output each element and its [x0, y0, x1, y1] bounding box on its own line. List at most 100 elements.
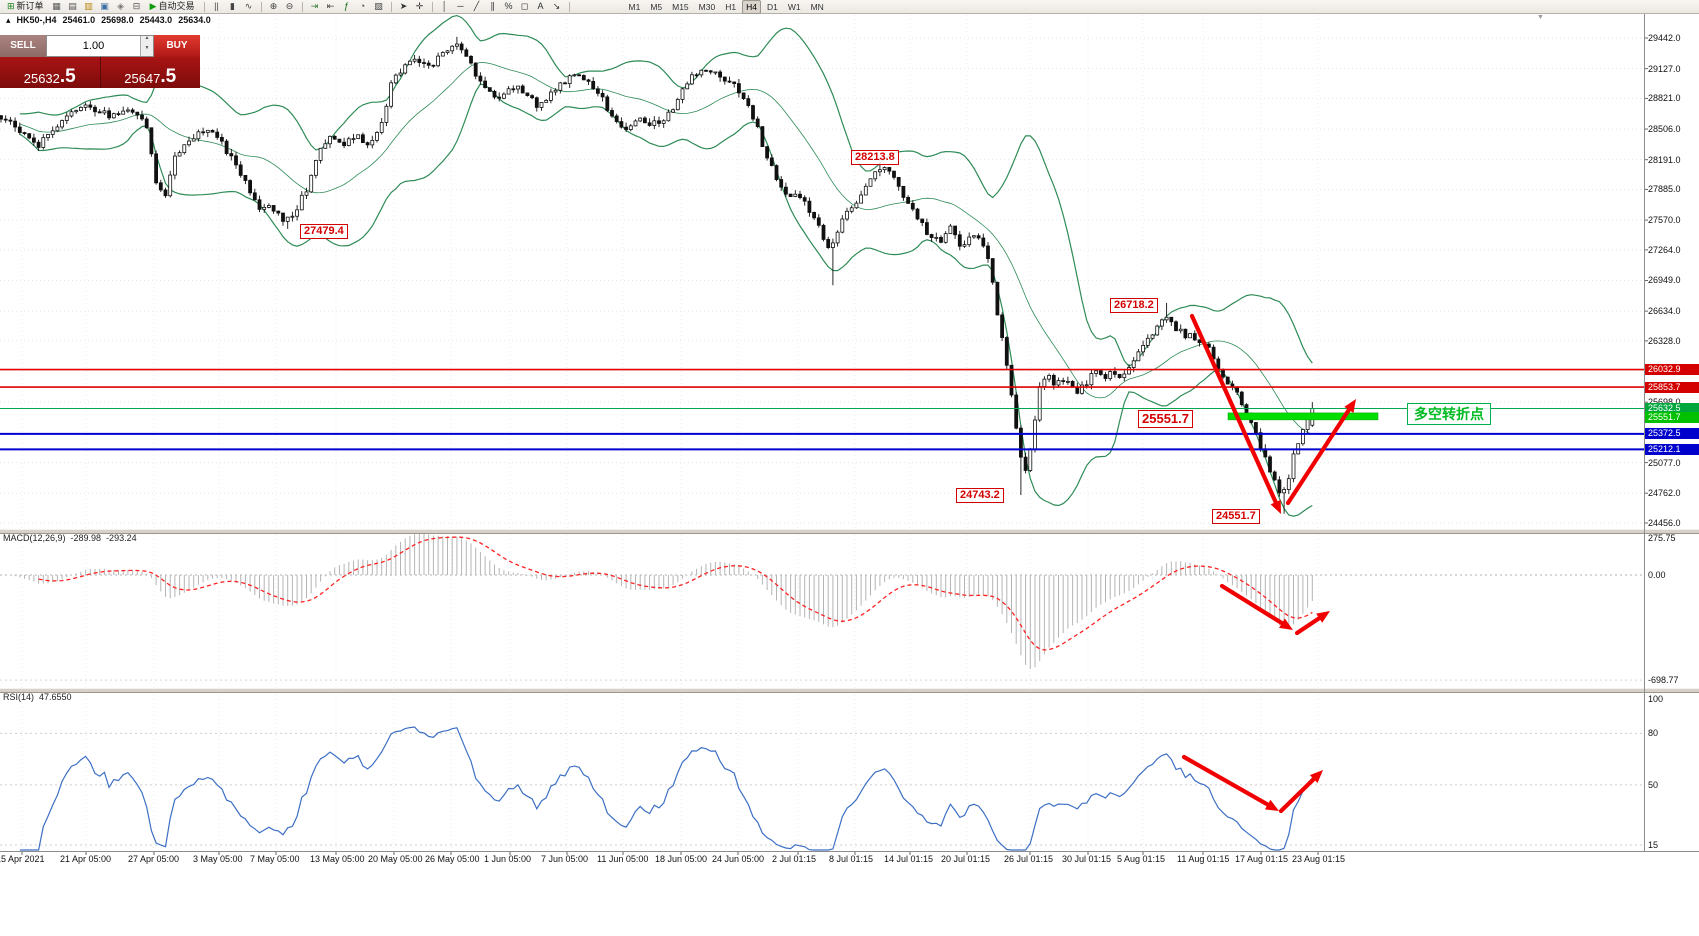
rsi-axis-tick: 100 [1648, 694, 1664, 704]
new-order-button-label: 新订单 [16, 1, 44, 11]
profiles-icon[interactable]: ▤ [66, 0, 80, 13]
price-axis-tick: 25077.0 [1648, 457, 1681, 468]
templates-icon[interactable]: ▨ [372, 0, 386, 13]
candlestick-icon[interactable]: ▮ [226, 0, 240, 13]
sell-price-main: 25632 [23, 71, 60, 86]
crosshair-icon[interactable]: ✛ [413, 0, 427, 13]
sell-price-button[interactable]: 25632 .5 [0, 57, 100, 88]
timeframe-mn[interactable]: MN [810, 1, 824, 12]
axis-price-badge: 25632.5 [1645, 403, 1699, 414]
timeframe-d1[interactable]: D1 [766, 1, 778, 12]
zoom-in-icon[interactable]: ⊕ [267, 0, 281, 13]
volume-down-icon[interactable]: ▼ [141, 46, 153, 56]
new-order-button[interactable]: ⊞ 新订单 [3, 0, 48, 13]
timeframe-m15[interactable]: M15 [672, 1, 689, 12]
autotrading-button[interactable]: ▶ 自动交易 [146, 0, 199, 13]
bar-chart-icon[interactable]: || [210, 0, 224, 13]
chart-shift-marker-icon: ▼ [1537, 14, 1544, 21]
periods-icon: ◔ [359, 1, 366, 11]
price-annotation[interactable]: 24551.7 [1212, 509, 1260, 524]
toolbar-separator [260, 1, 262, 12]
vertical-line-icon[interactable]: │ [438, 0, 452, 13]
price-axis-tick: 27885.0 [1648, 184, 1681, 195]
auto-scroll-icon[interactable]: ⇥ [308, 0, 322, 13]
time-axis-label: 11 Jun 05:00 [597, 854, 649, 864]
timeframe-h4[interactable]: H4 [742, 0, 761, 14]
horizontal-line-icon[interactable]: ─ [454, 0, 468, 13]
panel-separator[interactable] [0, 529, 1699, 534]
timeframe-w1[interactable]: W1 [787, 1, 801, 12]
trendline-icon: ╱ [473, 1, 480, 11]
vertical-line-icon: │ [441, 1, 448, 11]
time-axis-label: 20 Jul 01:15 [941, 854, 991, 864]
volume-input[interactable] [47, 36, 140, 56]
zoom-out-icon: ⊖ [285, 1, 294, 11]
arrows-tool-icon[interactable]: ↘ [550, 0, 564, 13]
fibonacci-icon: % [504, 1, 513, 11]
autotrading-button-label: 自动交易 [158, 1, 195, 11]
price-annotation[interactable]: 25551.7 [1138, 410, 1193, 428]
timeframe-m5[interactable]: M5 [650, 1, 663, 12]
terminal-icon[interactable]: ⊟ [130, 0, 144, 13]
macd-indicator-label: MACD(12,26,9) -289.98 -293.24 [3, 533, 137, 543]
cursor-icon[interactable]: ➤ [397, 0, 411, 13]
ohlc-close: 25634.0 [178, 15, 211, 25]
timeframe-m1[interactable]: M1 [628, 1, 641, 12]
profiles-icon: ▤ [68, 1, 77, 11]
data-window-icon[interactable]: ▣ [98, 0, 112, 13]
axis-price-badge: 26032.9 [1645, 364, 1699, 375]
macd-axis-tick: 275.75 [1648, 533, 1676, 543]
price-annotation[interactable]: 24743.2 [956, 488, 1004, 503]
shapes-icon[interactable]: ◻ [518, 0, 532, 13]
periods-icon[interactable]: ◔ [356, 0, 370, 13]
zoom-out-icon[interactable]: ⊖ [283, 0, 297, 13]
ohlc-high: 25698.0 [101, 15, 134, 25]
indicators-icon[interactable]: ƒ [340, 0, 354, 13]
market-watch-icon[interactable]: ▥ [82, 0, 96, 13]
price-axis-tick: 24456.0 [1648, 517, 1681, 528]
autotrading-icon: ▶ [149, 1, 157, 11]
navigator-icon: ◈ [117, 1, 125, 11]
navigator-icon[interactable]: ◈ [114, 0, 128, 13]
trendline-icon[interactable]: ╱ [470, 0, 484, 13]
arrows-tool-icon: ↘ [552, 1, 561, 11]
price-axis-tick: 26949.0 [1648, 275, 1681, 286]
macd-axis-tick: -698.77 [1648, 675, 1679, 686]
volume-up-icon[interactable]: ▲ [141, 36, 153, 46]
charts-grid-icon: ▦ [52, 1, 61, 11]
time-axis-label: 13 May 05:00 [310, 854, 365, 864]
buy-price-button[interactable]: 25647 .5 [100, 57, 200, 88]
timeframe-m30[interactable]: M30 [698, 1, 716, 12]
time-axis-label: 18 Jun 05:00 [655, 854, 708, 864]
turning-point-label[interactable]: 多空转折点 [1407, 403, 1491, 425]
price-annotation[interactable]: 26718.2 [1110, 298, 1158, 313]
charts-grid-icon[interactable]: ▦ [50, 0, 64, 13]
buy-button[interactable]: BUY [154, 35, 200, 57]
price-axis-tick: 26328.0 [1648, 335, 1681, 346]
market-watch-icon: ▥ [84, 1, 93, 11]
timeframe-h1[interactable]: H1 [725, 1, 737, 12]
rsi-value: 47.6550 [39, 692, 72, 702]
price-annotation[interactable]: 28213.8 [851, 150, 899, 165]
channel-icon[interactable]: ∥ [486, 0, 500, 13]
one-click-trading-widget: SELL ▲ ▼ BUY 25632 .5 25647 .5 [0, 35, 200, 88]
indicators-icon: ƒ [343, 1, 349, 11]
chart-shift-icon: ⇤ [326, 1, 335, 11]
line-chart-icon: ∿ [244, 1, 253, 11]
fibonacci-icon[interactable]: % [502, 0, 516, 13]
time-axis-border [0, 851, 1699, 852]
chart-shift-icon[interactable]: ⇤ [324, 0, 338, 13]
macd-name: MACD(12,26,9) [3, 533, 66, 543]
panel-separator[interactable] [0, 688, 1699, 693]
text-label-icon[interactable]: A [534, 0, 548, 13]
volume-spinner: ▲ ▼ [140, 36, 153, 56]
price-axis-tick: 28191.0 [1648, 154, 1681, 165]
axis-price-badge: 25551.7 [1645, 412, 1699, 423]
price-annotation[interactable]: 27479.4 [300, 224, 348, 239]
price-axis-tick: 28506.0 [1648, 124, 1681, 135]
line-chart-icon[interactable]: ∿ [242, 0, 256, 13]
toolbar-separator [301, 1, 303, 12]
toolbar-separator [568, 1, 570, 12]
sell-button[interactable]: SELL [0, 35, 46, 57]
